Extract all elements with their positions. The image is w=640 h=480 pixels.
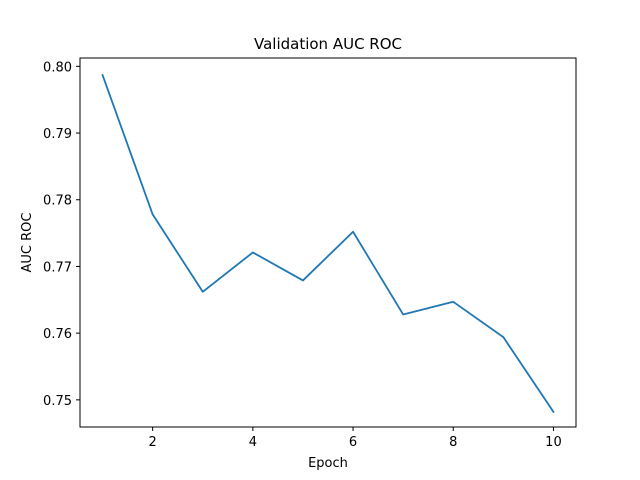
x-tick-label: 10 — [545, 435, 562, 450]
series-line-0 — [101, 73, 555, 414]
x-tick-label: 8 — [449, 435, 457, 450]
x-tick-label: 4 — [249, 435, 257, 450]
x-tick-label: 2 — [149, 435, 157, 450]
x-tick-label: 6 — [349, 435, 357, 450]
y-tick-label: 0.78 — [43, 194, 72, 209]
chart-title: Validation AUC ROC — [254, 35, 402, 53]
x-axis-label: Epoch — [308, 456, 348, 471]
y-tick-label: 0.75 — [43, 394, 72, 409]
ticks-group: 2 4 6 8 10 0.75 0.76 0.77 0.78 0.79 0.80 — [43, 60, 562, 450]
y-tick-label: 0.79 — [43, 127, 72, 142]
series-group — [101, 73, 555, 414]
y-tick-label: 0.77 — [43, 260, 72, 275]
y-tick-label: 0.76 — [43, 327, 72, 342]
plot-frame — [79, 57, 577, 428]
y-axis-label: AUC ROC — [20, 213, 35, 273]
y-tick-label: 0.80 — [43, 60, 72, 75]
